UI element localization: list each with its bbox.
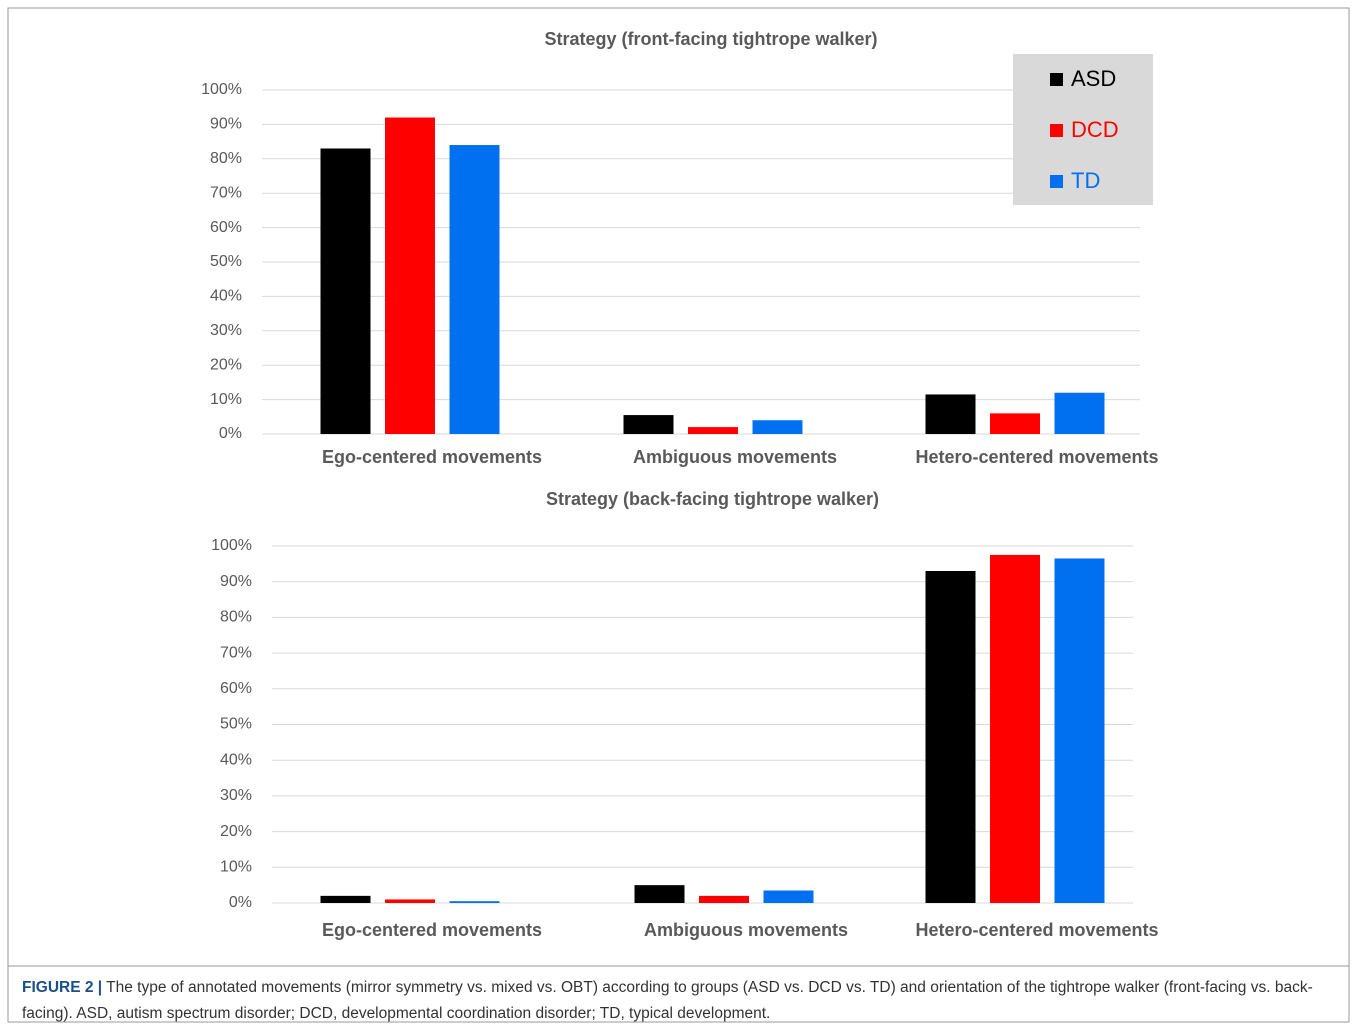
bar xyxy=(990,554,1040,903)
legend-label: TD xyxy=(1071,168,1100,193)
x-tick-label: Ego-centered movements xyxy=(322,447,542,467)
y-tick-label: 90% xyxy=(220,573,252,590)
x-tick-label: Hetero-centered movements xyxy=(915,447,1158,467)
y-tick-label: 20% xyxy=(210,356,242,373)
y-tick-label: 40% xyxy=(220,751,252,768)
y-tick-label: 80% xyxy=(210,150,242,167)
legend-swatch xyxy=(1050,73,1063,86)
y-tick-label: 90% xyxy=(210,116,242,133)
y-tick-label: 0% xyxy=(219,425,242,442)
x-tick-label: Hetero-centered movements xyxy=(915,920,1158,940)
bar xyxy=(449,901,500,903)
bar xyxy=(763,890,814,903)
bar xyxy=(1054,558,1105,903)
y-tick-label: 70% xyxy=(220,644,252,661)
legend-swatch xyxy=(1050,175,1063,188)
chart-title: Strategy (back-facing tightrope walker) xyxy=(546,489,879,509)
y-tick-label: 40% xyxy=(210,288,242,305)
y-tick-label: 70% xyxy=(210,184,242,201)
x-tick-label: Ambiguous movements xyxy=(633,447,837,467)
y-tick-label: 20% xyxy=(220,823,252,840)
y-tick-label: 100% xyxy=(211,537,252,554)
bar xyxy=(320,148,371,435)
legend-swatch xyxy=(1050,124,1063,137)
bar xyxy=(385,117,435,435)
bar xyxy=(1054,392,1105,434)
y-tick-label: 60% xyxy=(210,219,242,236)
bar xyxy=(320,895,371,903)
y-tick-label: 0% xyxy=(229,894,252,911)
legend-label: DCD xyxy=(1071,117,1119,142)
frame xyxy=(7,7,1350,1023)
bar xyxy=(449,145,500,435)
bar xyxy=(752,420,803,434)
bar xyxy=(634,885,685,903)
caption-label: FIGURE 2 | xyxy=(22,979,103,996)
x-tick-label: Ambiguous movements xyxy=(644,920,848,940)
legend-label: ASD xyxy=(1071,66,1116,91)
y-tick-label: 10% xyxy=(220,859,252,876)
bar xyxy=(990,413,1040,434)
bar xyxy=(385,899,435,903)
bar xyxy=(925,394,976,434)
legend-box xyxy=(1013,54,1153,205)
bar xyxy=(688,427,738,434)
chart-title: Strategy (front-facing tightrope walker) xyxy=(544,29,877,49)
y-tick-label: 80% xyxy=(220,609,252,626)
y-tick-label: 30% xyxy=(210,322,242,339)
y-tick-label: 10% xyxy=(210,391,242,408)
y-tick-label: 50% xyxy=(220,716,252,733)
y-tick-label: 60% xyxy=(220,680,252,697)
y-tick-label: 100% xyxy=(201,81,242,98)
bar xyxy=(623,415,674,434)
y-tick-label: 30% xyxy=(220,787,252,804)
bar xyxy=(699,895,749,903)
bar xyxy=(925,570,976,903)
y-tick-label: 50% xyxy=(210,253,242,270)
caption: FIGURE 2 | The type of annotated movemen… xyxy=(22,975,1342,1027)
caption-text: The type of annotated movements (mirror … xyxy=(22,979,1313,1022)
x-tick-label: Ego-centered movements xyxy=(322,920,542,940)
